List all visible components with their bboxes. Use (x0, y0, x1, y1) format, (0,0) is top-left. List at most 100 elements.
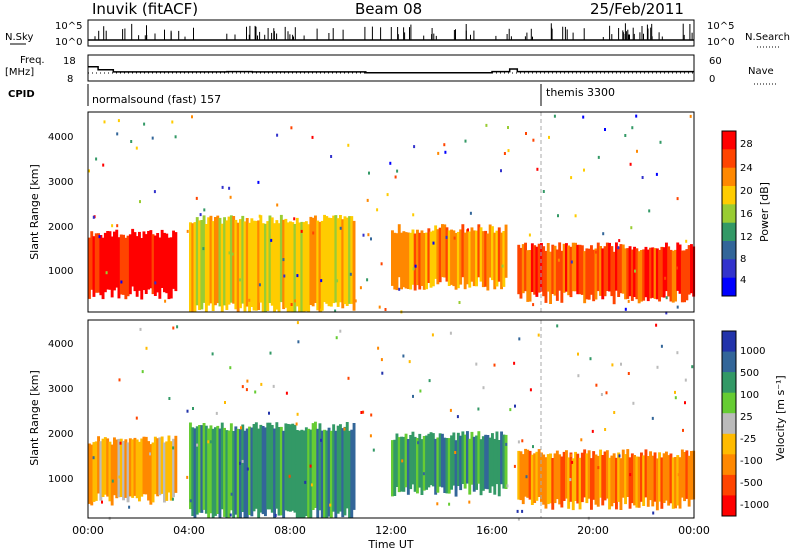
echo-cell (504, 434, 508, 489)
echo-speck (660, 344, 663, 348)
echo-speck (444, 150, 447, 154)
echo-cell (594, 248, 598, 300)
echo-cell (472, 436, 476, 492)
echo-speck (613, 411, 616, 414)
echo-cell (395, 233, 399, 291)
echo-cell (626, 248, 630, 299)
echo-cell (621, 449, 625, 498)
echo-cell (275, 422, 279, 509)
echo-speck (634, 269, 636, 273)
echo-cell (472, 230, 476, 287)
echo-cell (411, 431, 415, 485)
echo-cell (612, 453, 616, 503)
echo-cell (225, 220, 229, 310)
echo-speck (517, 517, 520, 521)
echo-cell (218, 428, 222, 518)
echo-cell (298, 222, 301, 312)
echo-speck (296, 321, 299, 325)
echo-cell (163, 232, 166, 293)
x-tick-4: 16:00 (476, 524, 508, 537)
echo-cell (431, 433, 435, 487)
echo-cell (200, 425, 204, 513)
colorbar-segment (722, 474, 736, 496)
echo-cell (619, 244, 623, 294)
echo-cell (254, 422, 258, 509)
echo-cell (169, 441, 173, 501)
echo-speck (105, 271, 108, 275)
echo-cell (92, 442, 96, 502)
echo-speck (577, 374, 580, 378)
echo-speck (196, 443, 199, 447)
echo-cell (94, 441, 98, 501)
echo-cell (535, 246, 539, 297)
velocity-echo-bands (88, 321, 696, 521)
echo-cell (236, 428, 240, 518)
echo-cell (497, 440, 501, 497)
echo-speck (396, 169, 399, 173)
echo-cell (404, 433, 408, 488)
echo-cell (615, 457, 618, 510)
echo-cell (479, 227, 483, 282)
echo-speck (258, 283, 261, 287)
echo-speck (186, 229, 189, 233)
echo-cell (270, 425, 274, 513)
echo-cell (576, 244, 580, 295)
echo-cell (585, 248, 589, 300)
echo-cell (587, 248, 591, 300)
nave-tick-top: 60 (709, 56, 722, 67)
echo-cell (454, 440, 458, 497)
echo-speck (102, 163, 105, 167)
echo-speck (485, 123, 488, 127)
echo-cell (560, 250, 564, 303)
echo-speck (171, 497, 174, 501)
echo-cell (99, 235, 103, 296)
echo-cell (304, 427, 308, 516)
echo-cell (617, 246, 621, 297)
echo-speck (172, 326, 175, 330)
echo-cell (517, 244, 521, 295)
echo-cell (295, 217, 299, 307)
echo-cell (229, 423, 233, 511)
echo-cell (431, 230, 435, 287)
echo-speck (296, 412, 299, 416)
echo-cell (149, 230, 153, 289)
echo-cell (286, 424, 290, 512)
echo-cell (316, 428, 320, 518)
echo-cell (298, 430, 301, 518)
echo-cell (687, 455, 691, 507)
echo-cell (195, 217, 199, 306)
echo-speck (186, 409, 189, 413)
echo-cell (488, 437, 492, 493)
echo-cell (302, 430, 306, 518)
echo-speck (570, 176, 573, 180)
echo-speck (215, 411, 218, 415)
echo-cell (413, 233, 417, 291)
echo-cell (174, 232, 178, 292)
echo-cell (172, 438, 175, 498)
echo-speck (343, 427, 346, 431)
echo-cell (551, 244, 555, 294)
echo-cell (420, 439, 424, 495)
echo-cell (329, 430, 333, 518)
echo-speck (207, 440, 210, 444)
echo-speck (684, 378, 687, 382)
echo-cell (117, 438, 121, 498)
echo-cell (97, 436, 100, 494)
echo-cell (500, 431, 503, 485)
echo-cell (311, 423, 315, 510)
echo-cell (530, 243, 534, 292)
echo-speck (228, 251, 231, 255)
echo-speck (380, 358, 383, 362)
echo-speck (525, 132, 527, 135)
echo-cell (526, 250, 530, 302)
echo-cell (126, 442, 130, 503)
echo-cell (323, 214, 326, 303)
echo-speck (477, 407, 480, 411)
echo-cell (565, 243, 568, 292)
echo-cell (223, 427, 226, 517)
echo-speck (437, 151, 440, 155)
echo-cell (612, 251, 616, 305)
echo-cell (229, 215, 233, 303)
echo-speck (428, 379, 431, 383)
